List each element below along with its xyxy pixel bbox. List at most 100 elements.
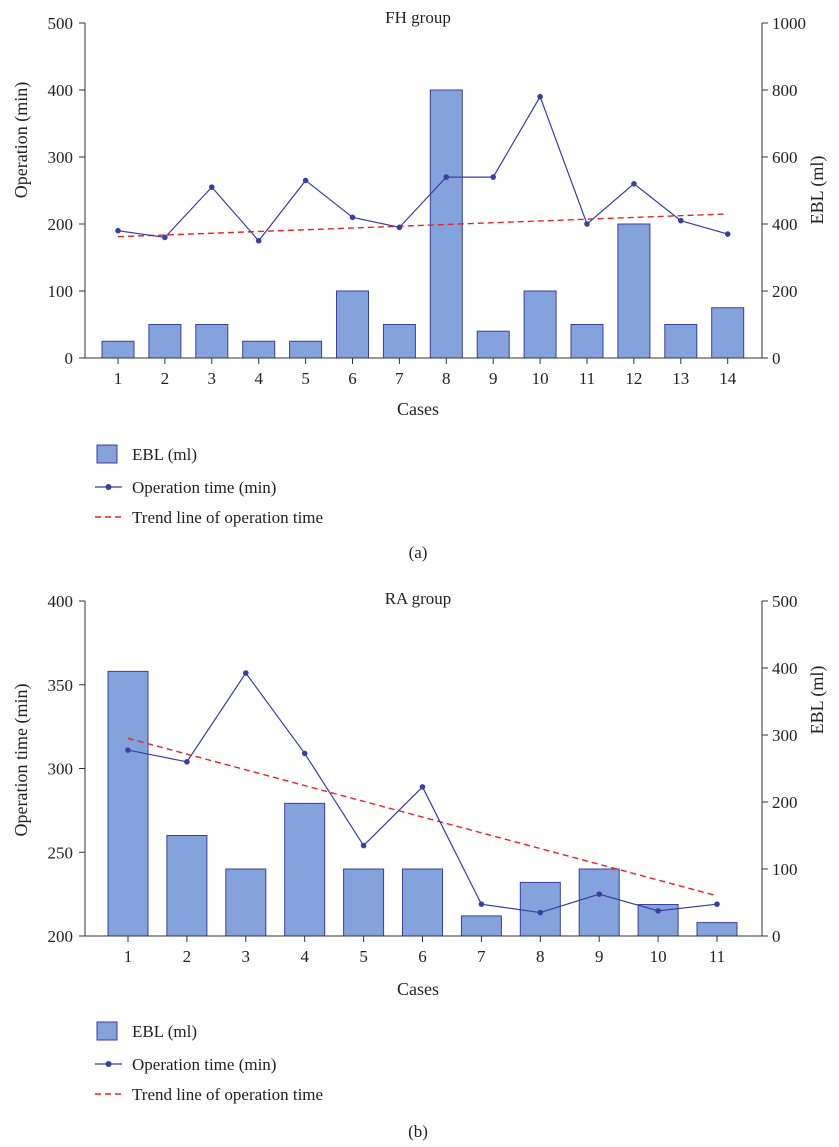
- y-axis-right-label: EBL (ml): [807, 666, 828, 735]
- y-tick-label-right: 500: [772, 592, 798, 611]
- legend-line-marker: [105, 1061, 112, 1067]
- operation-time-point: [714, 901, 720, 907]
- x-tick-label: 7: [395, 369, 404, 388]
- ebl-bar: [402, 868, 443, 937]
- y-tick-label-right: 200: [772, 282, 798, 301]
- x-tick-label: 11: [579, 369, 595, 388]
- y-tick-label-right: 800: [772, 81, 798, 100]
- y-tick-label-left: 500: [48, 14, 74, 33]
- legend-label-ebl: EBL (ml): [132, 445, 197, 464]
- y-tick-label-right: 0: [772, 927, 781, 946]
- x-tick-label: 9: [489, 369, 498, 388]
- x-tick-label: 2: [183, 947, 192, 966]
- x-tick-label: 12: [625, 369, 642, 388]
- x-tick-label: 1: [114, 369, 123, 388]
- operation-time-point: [349, 214, 356, 221]
- operation-time-point: [724, 231, 731, 237]
- x-tick-label: 3: [242, 947, 251, 966]
- ebl-bar: [382, 324, 416, 359]
- ebl-bar: [284, 802, 326, 937]
- operation-time-point: [443, 174, 450, 180]
- legend-bar-swatch: [96, 1021, 118, 1041]
- ebl-bar: [242, 340, 276, 359]
- x-tick-label: 4: [254, 369, 263, 388]
- legend: EBL (ml) Operation time (min) Trend line…: [95, 1021, 323, 1104]
- ebl-bar: [225, 868, 267, 937]
- x-tick-label: 10: [650, 947, 667, 966]
- ebl-bar: [664, 324, 698, 359]
- ebl-bars: [107, 670, 738, 937]
- caption-a: (a): [409, 543, 428, 562]
- ebl-bar: [617, 223, 651, 359]
- operation-time-point: [537, 909, 544, 916]
- y-tick-label-right: 300: [772, 726, 798, 745]
- ebl-bar: [343, 868, 385, 937]
- chart-ra-group: 200 250 300 350 400 0 100 200 300 400 500 1 2 3 4 5 6 7 8 9…: [11, 589, 828, 1141]
- operation-time-point: [184, 759, 190, 765]
- y-tick-label-left: 100: [48, 282, 74, 301]
- operation-time-point: [596, 891, 602, 897]
- trend-line-segment: [117, 213, 728, 238]
- trend-line-segment: [127, 737, 718, 897]
- y-tick-label-left: 300: [48, 760, 74, 779]
- y-axis-left-label: Operation time (min): [11, 684, 32, 837]
- y-tick-label-left: 350: [48, 676, 74, 695]
- operation-time-point: [302, 177, 309, 184]
- ebl-bar: [148, 324, 182, 359]
- ebl-bar: [107, 670, 149, 937]
- ebl-bar: [476, 330, 510, 359]
- y-tick-label-left: 200: [48, 215, 74, 234]
- x-tick-label: 1: [124, 947, 133, 966]
- ebl-bar: [460, 915, 502, 937]
- operation-time-point: [301, 750, 308, 757]
- ebl-bar: [711, 307, 745, 359]
- y-tick-label-left: 300: [48, 148, 74, 167]
- operation-time-polyline: [117, 95, 728, 242]
- legend-label-trend: Trend line of operation time: [132, 508, 323, 527]
- x-tick-label: 6: [348, 369, 357, 388]
- ebl-bar: [696, 922, 738, 937]
- ebl-bar: [519, 881, 561, 937]
- x-tick-label: 7: [477, 947, 486, 966]
- operation-time-line: [115, 93, 731, 244]
- operation-time-point: [419, 784, 426, 790]
- chart-title: FH group: [385, 8, 451, 27]
- x-tick-label: 8: [442, 369, 451, 388]
- chart-title: RA group: [385, 589, 452, 608]
- x-tick-label: 6: [418, 947, 427, 966]
- ebl-bar: [336, 290, 369, 359]
- y-tick-label-right: 200: [772, 793, 798, 812]
- legend-label-operation: Operation time (min): [132, 478, 276, 497]
- operation-time-point: [537, 93, 543, 100]
- y-tick-label-left: 400: [48, 592, 74, 611]
- ebl-bar: [578, 868, 620, 937]
- y-tick-label-right: 400: [772, 659, 798, 678]
- y-tick-label-right: 400: [772, 215, 798, 234]
- operation-time-point: [243, 670, 249, 676]
- y-tick-label-left: 250: [48, 843, 74, 862]
- y-tick-label-right: 0: [772, 349, 781, 368]
- operation-time-point: [162, 234, 168, 241]
- operation-time-point: [209, 184, 215, 190]
- y-tick-label-left: 0: [65, 349, 74, 368]
- x-tick-label: 9: [595, 947, 604, 966]
- trend-line: [117, 213, 728, 238]
- ebl-bars: [101, 89, 745, 359]
- caption-b: (b): [408, 1122, 428, 1141]
- y-axis-left-label: Operation (min): [11, 82, 32, 198]
- x-tick-label: 13: [672, 369, 689, 388]
- trend-line: [127, 737, 718, 897]
- legend-label-trend: Trend line of operation time: [132, 1085, 323, 1104]
- legend-line-marker: [105, 484, 112, 490]
- operation-time-point: [396, 224, 403, 231]
- y-tick-label-right: 100: [772, 860, 798, 879]
- ebl-bar: [195, 324, 229, 359]
- x-tick-label: 2: [161, 369, 170, 388]
- legend-label-operation: Operation time (min): [132, 1055, 276, 1074]
- y-tick-label-right: 1000: [772, 14, 806, 33]
- ebl-bar: [429, 89, 463, 359]
- y-axis-right-label: EBL (ml): [807, 156, 828, 225]
- y-tick-label-left: 400: [48, 81, 74, 100]
